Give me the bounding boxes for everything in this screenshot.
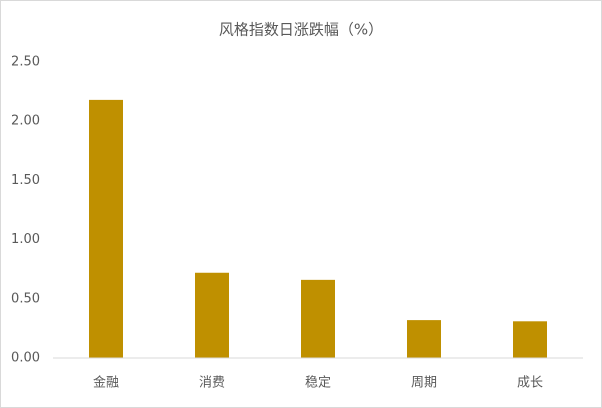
x-tick-label: 消费 xyxy=(199,376,225,391)
y-tick-label: 0.00 xyxy=(11,351,40,366)
bar xyxy=(407,320,441,358)
x-tick-label: 稳定 xyxy=(305,375,331,391)
chart-title: 风格指数日涨跌幅（%） xyxy=(219,21,383,39)
bar xyxy=(301,279,335,358)
bar xyxy=(195,272,229,358)
y-tick-label: 1.00 xyxy=(11,232,40,247)
y-tick-label: 2.50 xyxy=(11,55,40,70)
x-tick-label: 周期 xyxy=(411,376,437,391)
y-tick-label: 0.50 xyxy=(11,291,40,306)
bar xyxy=(89,99,123,358)
y-tick-label: 1.50 xyxy=(11,173,40,188)
x-tick-label: 金融 xyxy=(93,375,119,391)
x-tick-label: 成长 xyxy=(517,376,543,391)
y-tick-label: 2.00 xyxy=(11,114,40,129)
bar xyxy=(513,321,547,358)
